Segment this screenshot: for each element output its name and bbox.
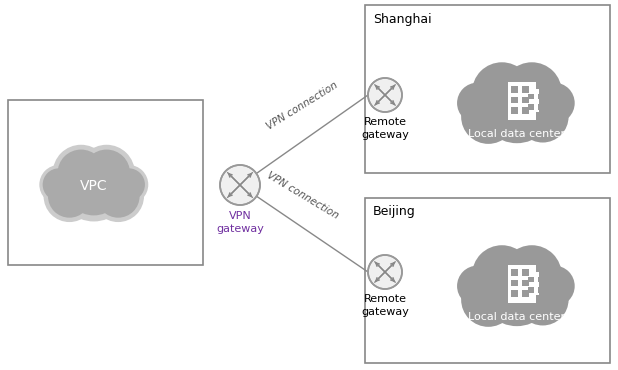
Bar (527, 90, 539, 112)
Circle shape (56, 148, 132, 223)
Bar (528, 287, 534, 293)
Bar (522, 97, 529, 103)
Circle shape (83, 149, 130, 196)
Circle shape (461, 272, 515, 327)
Bar (507, 265, 536, 303)
Circle shape (53, 145, 109, 201)
Bar (512, 87, 519, 93)
Bar (365, 5, 610, 173)
Bar (365, 198, 610, 363)
Text: VPN
gateway: VPN gateway (216, 211, 264, 234)
Circle shape (44, 171, 95, 222)
Text: Local data center: Local data center (468, 129, 565, 139)
Circle shape (534, 83, 575, 124)
Circle shape (472, 245, 532, 305)
Circle shape (58, 150, 129, 222)
Circle shape (368, 255, 402, 289)
Circle shape (49, 142, 109, 201)
Bar (512, 269, 519, 276)
Circle shape (112, 168, 145, 201)
Circle shape (502, 62, 562, 122)
Circle shape (57, 149, 104, 196)
Bar (512, 97, 519, 103)
Bar (512, 107, 519, 114)
Bar (522, 107, 529, 114)
Circle shape (480, 68, 554, 143)
Text: Remote
gateway: Remote gateway (361, 294, 409, 317)
Bar (528, 277, 534, 282)
Text: VPN connection: VPN connection (265, 80, 340, 132)
Circle shape (39, 170, 94, 225)
Circle shape (472, 62, 532, 122)
Bar (8, 100, 203, 265)
Circle shape (461, 90, 515, 144)
Bar (538, 277, 543, 282)
Circle shape (97, 175, 140, 218)
Bar (538, 104, 543, 110)
Text: VPC: VPC (80, 179, 108, 193)
Bar (522, 87, 529, 93)
Bar (522, 269, 529, 276)
Circle shape (112, 164, 153, 205)
Circle shape (457, 83, 498, 124)
Circle shape (480, 251, 554, 326)
Bar (538, 94, 543, 99)
Bar (538, 287, 543, 293)
Circle shape (517, 274, 569, 326)
Circle shape (109, 165, 148, 204)
Bar (507, 82, 536, 120)
Bar (522, 290, 529, 297)
Text: Local data center: Local data center (468, 312, 565, 322)
Circle shape (34, 164, 75, 205)
Circle shape (92, 171, 144, 222)
Circle shape (220, 165, 260, 205)
Circle shape (43, 168, 75, 201)
Bar (512, 290, 519, 297)
Circle shape (40, 165, 78, 204)
Circle shape (517, 91, 569, 142)
Circle shape (48, 175, 91, 218)
Bar (512, 280, 519, 286)
Circle shape (368, 78, 402, 112)
Circle shape (502, 245, 562, 305)
Text: VPN connection: VPN connection (265, 170, 340, 221)
Bar (528, 104, 534, 110)
Circle shape (94, 170, 148, 225)
Circle shape (78, 142, 138, 201)
Circle shape (64, 156, 124, 215)
Text: Shanghai: Shanghai (373, 13, 431, 26)
Bar (522, 280, 529, 286)
Circle shape (534, 266, 575, 306)
Bar (527, 272, 539, 295)
Circle shape (78, 145, 135, 201)
Text: Remote
gateway: Remote gateway (361, 117, 409, 140)
Text: Beijing: Beijing (373, 205, 416, 219)
Circle shape (457, 266, 498, 306)
Bar (528, 94, 534, 99)
